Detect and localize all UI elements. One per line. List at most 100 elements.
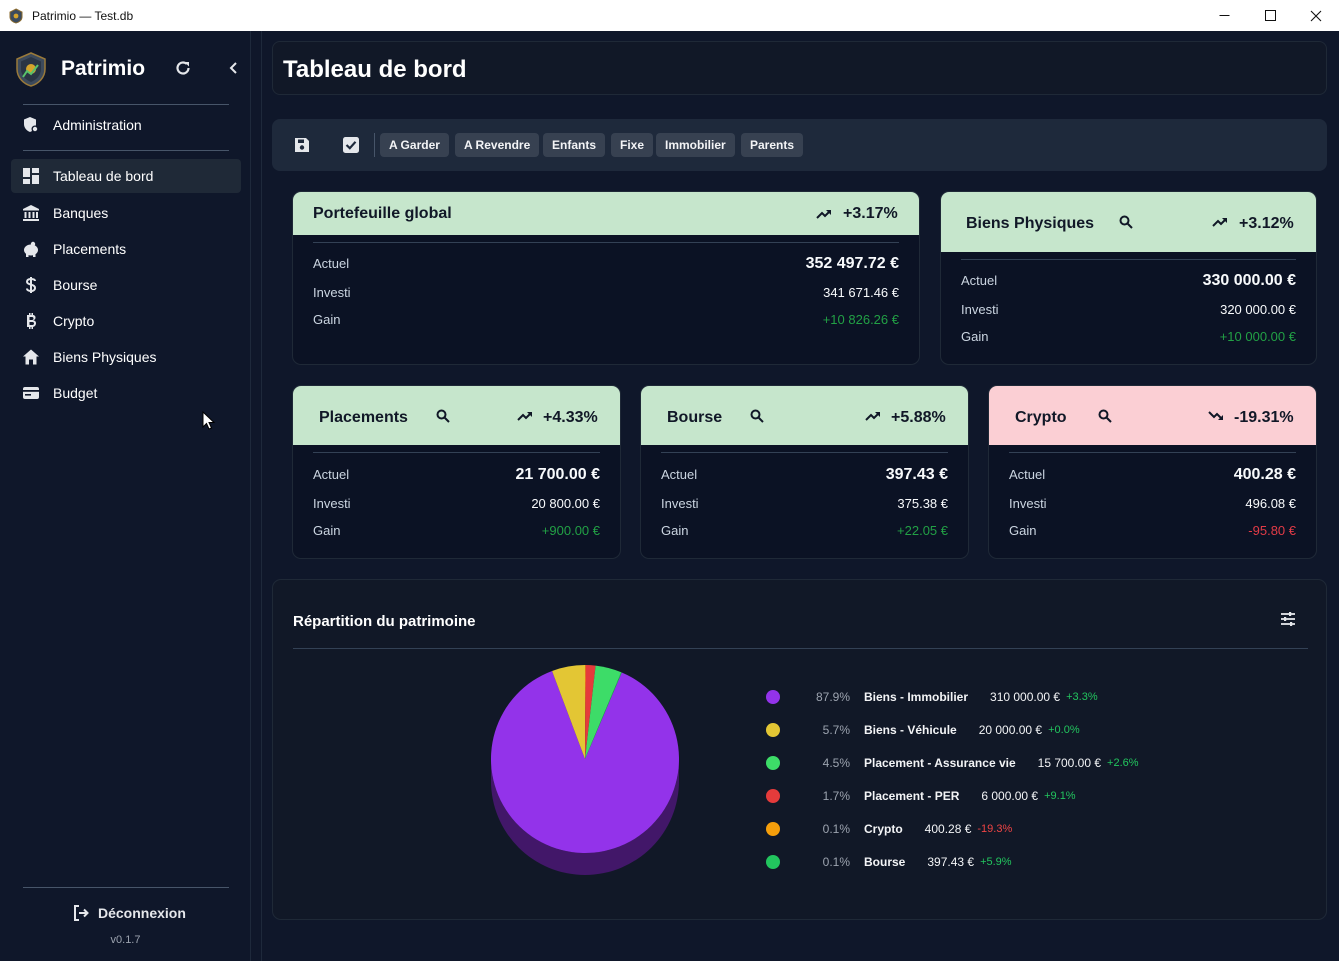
legend-color-dot	[766, 822, 780, 836]
value-actuel: 330 000.00 €	[1202, 272, 1296, 289]
piggy-bank-icon	[22, 240, 40, 258]
value-actuel: 397.43 €	[885, 466, 948, 483]
pie-slice	[490, 670, 679, 853]
label-actuel: Actuel	[313, 467, 350, 482]
tag-enfants[interactable]: Enfants	[543, 133, 606, 157]
sliders-settings-icon[interactable]	[1280, 611, 1296, 627]
dollar-icon	[22, 276, 40, 294]
bank-icon	[22, 204, 40, 222]
legend-name: Biens - Véhicule	[864, 723, 957, 737]
window-titlebar: Patrimio — Test.db	[0, 0, 1339, 31]
sidebar-item-budget[interactable]: Budget	[11, 376, 241, 410]
minimize-button[interactable]	[1201, 0, 1247, 31]
card-divider	[961, 259, 1296, 260]
label-investi: Investi	[1009, 496, 1047, 511]
tag-parents[interactable]: Parents	[741, 133, 804, 157]
page-header: Tableau de bord	[272, 41, 1327, 95]
sidebar-divider	[23, 887, 229, 888]
row-actuel: Actuel 21 700.00 €	[313, 466, 600, 484]
card-biens-physiques: Biens Physiques +3.12% Actuel 330 000.00 …	[940, 191, 1317, 365]
row-actuel: Actuel 330 000.00 €	[961, 272, 1296, 290]
dashboard-icon	[22, 167, 40, 185]
row-gain: Gain +900.00 €	[313, 523, 600, 538]
card-bourse: Bourse +5.88% Actuel 397.43 € Investi 375.…	[640, 385, 969, 559]
minimize-icon	[1219, 15, 1229, 16]
value-gain: +10 826.26 €	[822, 312, 899, 327]
card-percent: +4.33%	[543, 409, 598, 426]
legend-change: +3.3%	[1066, 691, 1098, 703]
value-investi: 320 000.00 €	[1220, 302, 1296, 317]
legend-item: 87.9% Biens - Immobilier 310 000.00 € +3.3%	[766, 687, 1098, 707]
patrimio-logo-icon	[16, 52, 46, 87]
sidebar-item-label: Biens Physiques	[53, 349, 157, 365]
sidebar-item-crypto[interactable]: Crypto	[11, 304, 241, 338]
search-icon[interactable]	[1098, 409, 1112, 423]
refresh-icon[interactable]	[174, 59, 192, 77]
row-actuel: Actuel 352 497.72 €	[313, 255, 899, 273]
pie-chart	[490, 664, 679, 875]
collapse-sidebar-icon[interactable]	[226, 60, 242, 76]
select-all-checkbox-icon[interactable]	[342, 136, 360, 154]
card-header: Crypto -19.31%	[989, 386, 1316, 445]
tag-a-revendre[interactable]: A Revendre	[455, 133, 540, 157]
legend-percent: 87.9%	[815, 690, 850, 704]
pie-slice	[585, 665, 596, 759]
sidebar-item-bourse[interactable]: Bourse	[11, 268, 241, 302]
maximize-icon	[1264, 10, 1276, 21]
sidebar-item-tableau-de-bord[interactable]: Tableau de bord	[11, 159, 241, 193]
legend-percent: 5.7%	[822, 723, 850, 737]
page-title: Tableau de bord	[283, 56, 467, 83]
trending-up-icon	[865, 412, 880, 421]
legend-item: 4.5% Placement - Assurance vie 15 700.00 €…	[766, 753, 1139, 773]
label-actuel: Actuel	[961, 273, 998, 288]
home-icon	[22, 348, 40, 366]
sidebar-item-label: Crypto	[53, 313, 95, 329]
card-divider	[313, 242, 899, 243]
row-investi: Investi 320 000.00 €	[961, 302, 1296, 317]
sidebar-item-administration[interactable]: Administration	[11, 108, 241, 142]
value-investi: 375.38 €	[897, 496, 948, 511]
value-gain: +10 000.00 €	[1219, 329, 1296, 344]
search-icon[interactable]	[750, 409, 764, 423]
bitcoin-icon	[22, 312, 40, 330]
label-investi: Investi	[313, 496, 351, 511]
legend-value: 20 000.00 €	[978, 723, 1043, 737]
content-divider	[261, 31, 262, 961]
close-window-button[interactable]	[1293, 0, 1339, 31]
card-divider	[1009, 452, 1296, 453]
sidebar-item-biens-physiques[interactable]: Biens Physiques	[11, 340, 241, 374]
sidebar-item-placements[interactable]: Placements	[11, 232, 241, 266]
sidebar-item-label: Administration	[53, 117, 142, 133]
card-percent: -19.31%	[1234, 409, 1294, 426]
maximize-button[interactable]	[1247, 0, 1293, 31]
version-label: v0.1.7	[110, 934, 141, 946]
legend-name: Placement - PER	[864, 789, 960, 803]
legend-color-dot	[766, 690, 780, 704]
sidebar-divider	[23, 150, 229, 151]
label-gain: Gain	[661, 523, 689, 538]
card-header: Portefeuille global +3.17%	[293, 192, 919, 235]
repartition-title: Répartition du patrimoine	[293, 613, 476, 630]
trending-up-icon	[517, 412, 532, 421]
tag-a-garder[interactable]: A Garder	[380, 133, 449, 157]
repartition-divider	[293, 648, 1308, 649]
label-gain: Gain	[1009, 523, 1037, 538]
sidebar-divider	[23, 104, 229, 105]
tag-immobilier[interactable]: Immobilier	[656, 133, 735, 157]
save-icon[interactable]	[293, 136, 311, 154]
search-icon[interactable]	[1119, 215, 1133, 229]
logout-button[interactable]: Déconnexion	[72, 904, 186, 922]
sidebar-item-banques[interactable]: Banques	[11, 196, 241, 230]
legend-item: 5.7% Biens - Véhicule 20 000.00 € +0.0%	[766, 720, 1080, 740]
value-gain: +22.05 €	[897, 523, 948, 538]
label-gain: Gain	[313, 523, 341, 538]
legend-item: 1.7% Placement - PER 6 000.00 € +9.1%	[766, 786, 1076, 806]
row-investi: Investi 375.38 €	[661, 496, 948, 511]
search-icon[interactable]	[436, 409, 450, 423]
tag-fixe[interactable]: Fixe	[611, 133, 654, 157]
trending-up-icon	[816, 210, 831, 219]
legend-name: Biens - Immobilier	[864, 690, 969, 704]
wallet-icon	[22, 384, 40, 402]
trending-up-icon	[1212, 218, 1227, 227]
pie-slice	[552, 665, 585, 759]
